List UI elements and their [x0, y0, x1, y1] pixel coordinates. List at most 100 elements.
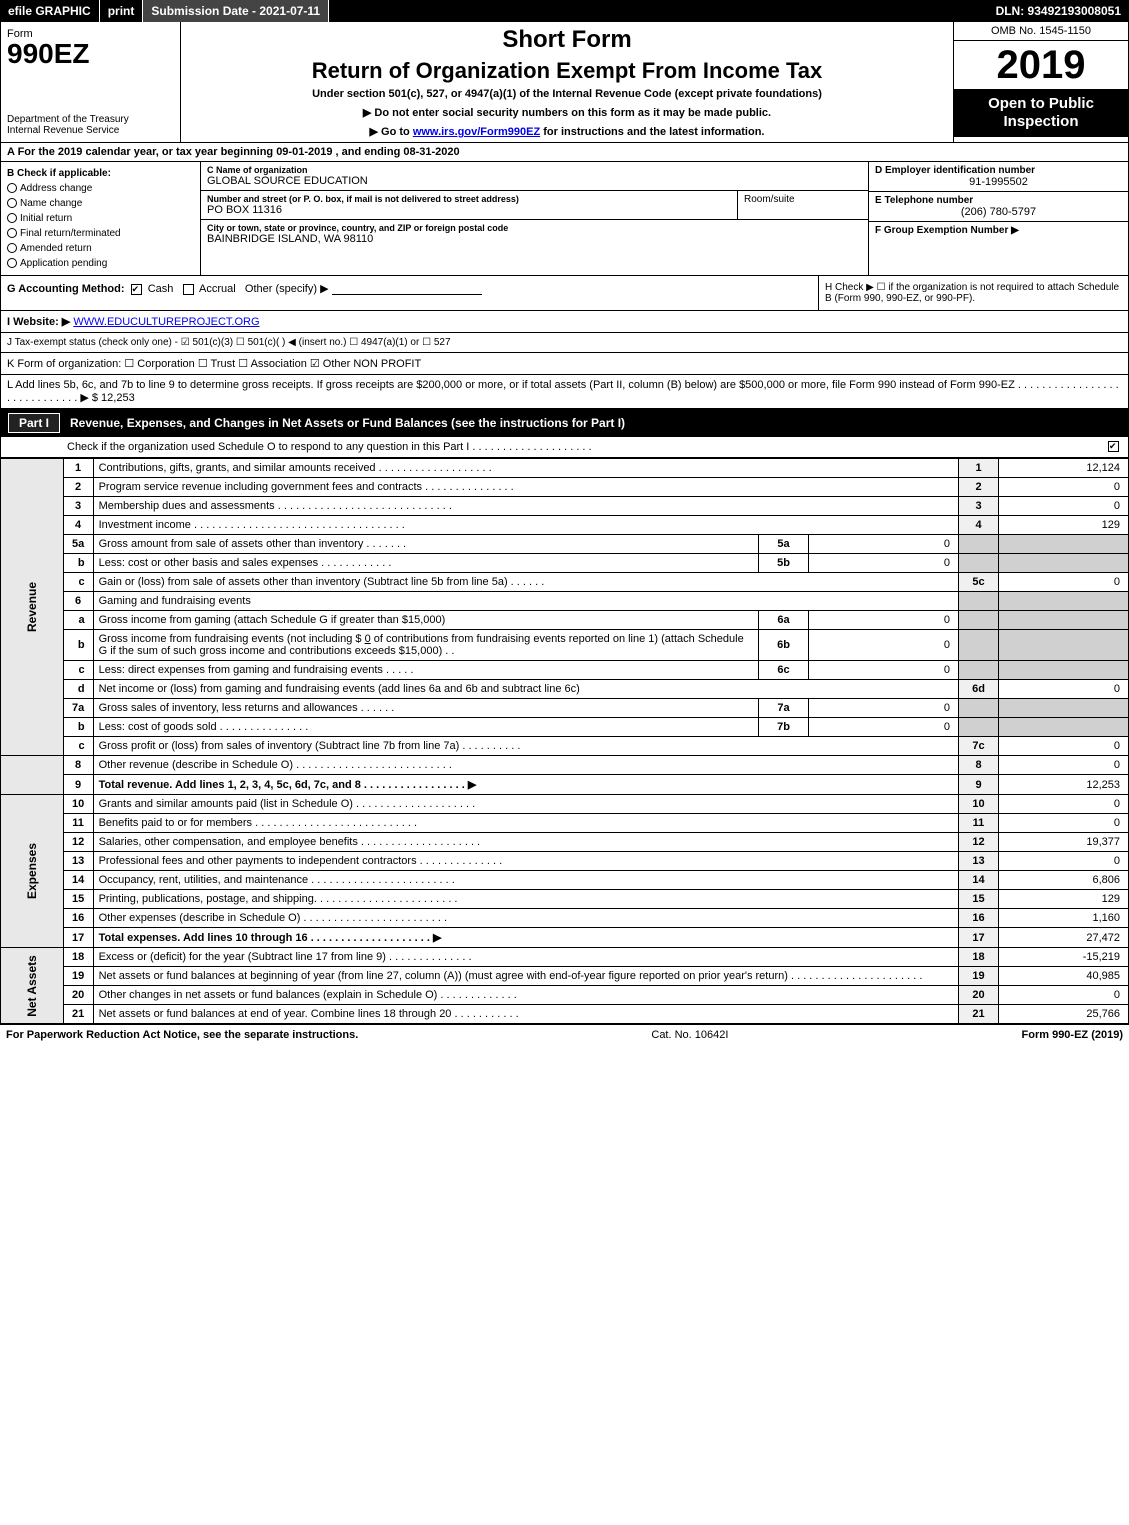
line-7c: cGross profit or (loss) from sales of in… [1, 737, 1129, 756]
c-city-block: City or town, state or province, country… [201, 220, 868, 275]
row-j-tax-exempt: J Tax-exempt status (check only one) - ☑… [0, 333, 1129, 353]
footer-left: For Paperwork Reduction Act Notice, see … [6, 1029, 358, 1041]
dln-label: DLN: 93492193008051 [988, 0, 1129, 22]
line-6d: dNet income or (loss) from gaming and fu… [1, 680, 1129, 699]
org-name: GLOBAL SOURCE EDUCATION [207, 175, 862, 187]
part1-check-text: Check if the organization used Schedule … [7, 441, 1108, 453]
page-footer: For Paperwork Reduction Act Notice, see … [0, 1024, 1129, 1045]
ein-value: 91-1995502 [875, 176, 1122, 188]
chk-schedule-o[interactable] [1108, 441, 1119, 452]
f-group-block: F Group Exemption Number ▶ [869, 222, 1128, 275]
tax-year: 2019 [954, 41, 1128, 89]
line-12: 12Salaries, other compensation, and empl… [1, 833, 1129, 852]
chk-final-return[interactable]: Final return/terminated [7, 226, 194, 241]
block-bcd: B Check if applicable: Address change Na… [0, 162, 1129, 276]
top-bar: efile GRAPHIC print Submission Date - 20… [0, 0, 1129, 22]
topbar-spacer [329, 0, 987, 22]
line-19: 19Net assets or fund balances at beginni… [1, 967, 1129, 986]
org-city: BAINBRIDGE ISLAND, WA 98110 [207, 233, 862, 245]
other-specify-input[interactable] [332, 283, 482, 295]
net-assets-section-label: Net Assets [1, 948, 64, 1024]
row-i-website: I Website: ▶ WWW.EDUCULTUREPROJECT.ORG [0, 311, 1129, 333]
c-name-label: C Name of organization [207, 165, 862, 175]
submission-date: Submission Date - 2021-07-11 [143, 0, 329, 22]
line-10: Expenses 10Grants and similar amounts pa… [1, 795, 1129, 814]
row-l-gross-receipts: L Add lines 5b, 6c, and 7b to line 9 to … [0, 375, 1129, 409]
line-5a: 5aGross amount from sale of assets other… [1, 535, 1129, 554]
chk-initial-return[interactable]: Initial return [7, 211, 194, 226]
org-street: PO BOX 11316 [207, 204, 731, 216]
c-street-block: Number and street (or P. O. box, if mail… [201, 191, 738, 219]
line-2: 2Program service revenue including gover… [1, 478, 1129, 497]
chk-address-change[interactable]: Address change [7, 181, 194, 196]
header-left: Form 990EZ Department of the Treasury In… [1, 22, 181, 142]
chk-amended-return[interactable]: Amended return [7, 241, 194, 256]
line-17: 17Total expenses. Add lines 10 through 1… [1, 928, 1129, 948]
line-9: 9Total revenue. Add lines 1, 2, 3, 4, 5c… [1, 775, 1129, 795]
line-13: 13Professional fees and other payments t… [1, 852, 1129, 871]
goto-line: ▶ Go to www.irs.gov/Form990EZ for instru… [191, 125, 943, 138]
c-name-block: C Name of organization GLOBAL SOURCE EDU… [201, 162, 868, 191]
under-section: Under section 501(c), 527, or 4947(a)(1)… [191, 88, 943, 100]
row-k-form-org: K Form of organization: ☐ Corporation ☐ … [0, 353, 1129, 375]
g-accounting: G Accounting Method: Cash Accrual Other … [1, 276, 818, 310]
line-16: 16Other expenses (describe in Schedule O… [1, 909, 1129, 928]
open-to-public: Open to Public Inspection [954, 89, 1128, 137]
chk-accrual[interactable] [183, 284, 194, 295]
line-6c-sub: cLess: direct expenses from gaming and f… [1, 661, 1129, 680]
header-right: OMB No. 1545-1150 2019 Open to Public In… [953, 22, 1128, 142]
col-d: D Employer identification number 91-1995… [868, 162, 1128, 275]
h-schedule-b: H Check ▶ ☐ if the organization is not r… [818, 276, 1128, 310]
efile-label: efile GRAPHIC [0, 0, 100, 22]
short-form-title: Short Form [191, 26, 943, 54]
row-a-tax-year: A For the 2019 calendar year, or tax yea… [0, 143, 1129, 162]
dept-treasury: Department of the Treasury [7, 114, 129, 125]
print-button[interactable]: print [100, 0, 144, 22]
form-header: Form 990EZ Department of the Treasury In… [0, 22, 1129, 143]
header-mid: Short Form Return of Organization Exempt… [181, 22, 953, 142]
line-15: 15Printing, publications, postage, and s… [1, 890, 1129, 909]
revenue-section-label: Revenue [1, 459, 64, 756]
part1-header: Part I Revenue, Expenses, and Changes in… [0, 409, 1129, 437]
line-6b: bGross income from fundraising events (n… [1, 630, 1129, 661]
chk-application-pending[interactable]: Application pending [7, 256, 194, 271]
part1-check-row: Check if the organization used Schedule … [0, 437, 1129, 458]
line-20: 20Other changes in net assets or fund ba… [1, 986, 1129, 1005]
e-phone-label: E Telephone number [875, 195, 1122, 206]
e-phone-block: E Telephone number (206) 780-5797 [869, 192, 1128, 222]
form-number: 990EZ [7, 38, 90, 69]
d-ein-block: D Employer identification number 91-1995… [869, 162, 1128, 192]
line-5b: bLess: cost or other basis and sales exp… [1, 554, 1129, 573]
row-gh: G Accounting Method: Cash Accrual Other … [0, 276, 1129, 311]
line-14: 14Occupancy, rent, utilities, and mainte… [1, 871, 1129, 890]
phone-value: (206) 780-5797 [875, 206, 1122, 218]
c-city-label: City or town, state or province, country… [207, 223, 862, 233]
b-label: B Check if applicable: [7, 166, 194, 181]
line-18: Net Assets 18Excess or (deficit) for the… [1, 948, 1129, 967]
c-room-label: Room/suite [738, 191, 868, 219]
form-table: Revenue 1Contributions, gifts, grants, a… [0, 458, 1129, 1024]
c-street-label: Number and street (or P. O. box, if mail… [207, 194, 731, 204]
col-b-checkboxes: B Check if applicable: Address change Na… [1, 162, 201, 275]
chk-cash[interactable] [131, 284, 142, 295]
irs-label: Internal Revenue Service [7, 125, 119, 136]
col-c: C Name of organization GLOBAL SOURCE EDU… [201, 162, 868, 275]
return-title: Return of Organization Exempt From Incom… [191, 58, 943, 84]
line-5c: cGain or (loss) from sale of assets othe… [1, 573, 1129, 592]
line-6a: aGross income from gaming (attach Schedu… [1, 611, 1129, 630]
f-group-label: F Group Exemption Number ▶ [875, 225, 1019, 236]
gross-receipts-value: 12,253 [101, 392, 135, 404]
line-4: 4Investment income . . . . . . . . . . .… [1, 516, 1129, 535]
line-6: 6Gaming and fundraising events [1, 592, 1129, 611]
chk-name-change[interactable]: Name change [7, 196, 194, 211]
footer-form-ref: Form 990-EZ (2019) [1022, 1029, 1123, 1041]
footer-cat-no: Cat. No. 10642I [651, 1029, 728, 1041]
line-1: Revenue 1Contributions, gifts, grants, a… [1, 459, 1129, 478]
website-link[interactable]: WWW.EDUCULTUREPROJECT.ORG [73, 316, 259, 328]
part1-label: Part I [8, 413, 60, 433]
expenses-section-label: Expenses [1, 795, 64, 948]
line-7b: bLess: cost of goods sold . . . . . . . … [1, 718, 1129, 737]
omb-number: OMB No. 1545-1150 [954, 22, 1128, 41]
line-21: 21Net assets or fund balances at end of … [1, 1005, 1129, 1024]
irs-link[interactable]: www.irs.gov/Form990EZ [413, 126, 540, 138]
